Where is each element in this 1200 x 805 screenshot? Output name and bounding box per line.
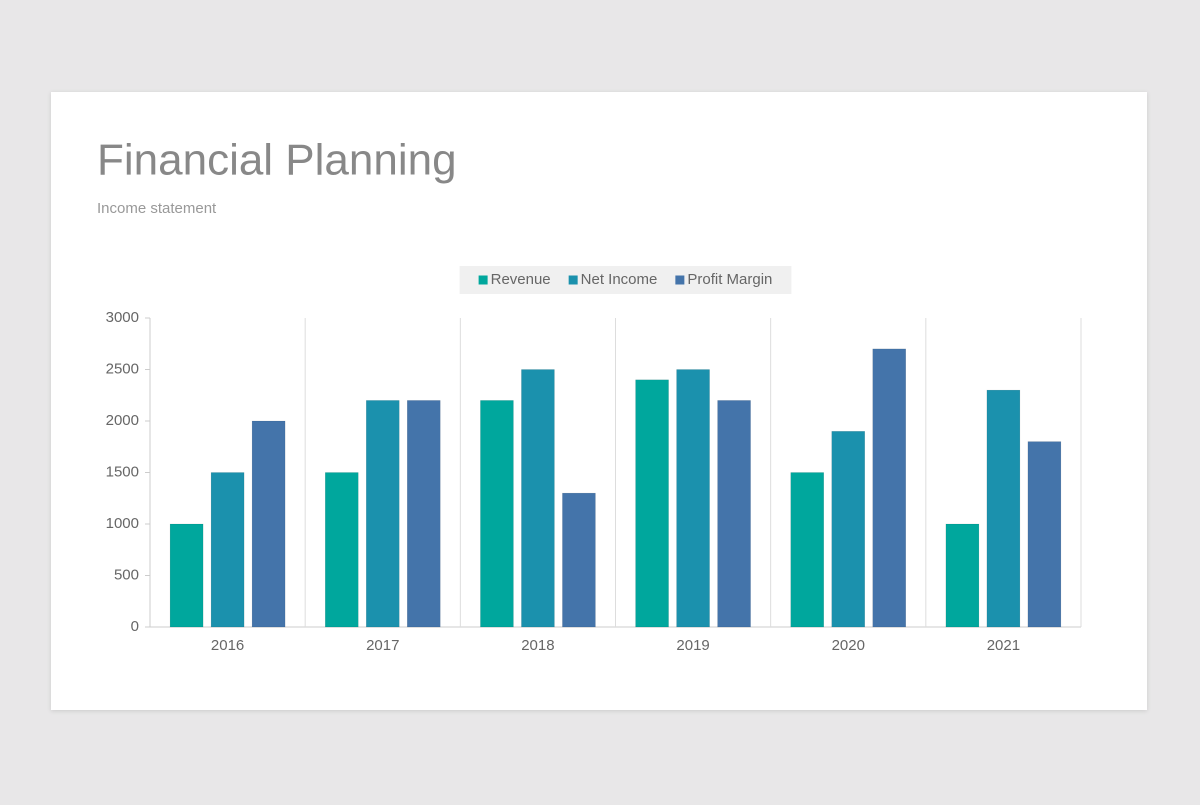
y-tick-label: 1000 (106, 515, 139, 532)
x-tick-label: 2020 (832, 637, 865, 654)
x-tick-label: 2017 (366, 637, 399, 654)
x-tick-label: 2018 (521, 637, 554, 654)
bar (676, 369, 710, 628)
bar (521, 369, 555, 628)
y-tick-label: 2500 (106, 360, 139, 377)
y-tick-label: 500 (114, 566, 139, 583)
bar (562, 492, 596, 628)
bar (210, 472, 245, 628)
x-tick-label: 2016 (211, 637, 244, 654)
legend-swatch (675, 275, 685, 285)
y-tick-label: 1500 (106, 463, 139, 480)
y-tick-label: 3000 (106, 309, 139, 326)
legend-swatch (478, 275, 488, 285)
bar (717, 400, 751, 628)
bar (169, 523, 204, 628)
y-tick-label: 0 (131, 618, 139, 635)
bar (790, 472, 824, 628)
bar (945, 523, 980, 628)
bar (251, 420, 286, 628)
bar (480, 400, 514, 628)
chart-subtitle: Income statement (97, 200, 217, 217)
x-tick-label: 2019 (676, 637, 709, 654)
bar (407, 400, 441, 628)
legend-box (459, 266, 792, 294)
legend-swatch (568, 275, 578, 285)
legend-label: Net Income (581, 271, 658, 288)
y-tick-label: 2000 (106, 412, 139, 429)
bar (872, 348, 906, 628)
x-tick-label: 2021 (987, 637, 1020, 654)
bar (325, 472, 359, 628)
bar (1027, 441, 1062, 628)
bar (635, 379, 669, 628)
legend-label: Profit Margin (687, 271, 772, 288)
bar (986, 389, 1021, 628)
bar (366, 400, 400, 628)
legend-label: Revenue (491, 271, 551, 288)
bar (831, 431, 865, 628)
chart-title: Financial Planning (97, 136, 457, 185)
